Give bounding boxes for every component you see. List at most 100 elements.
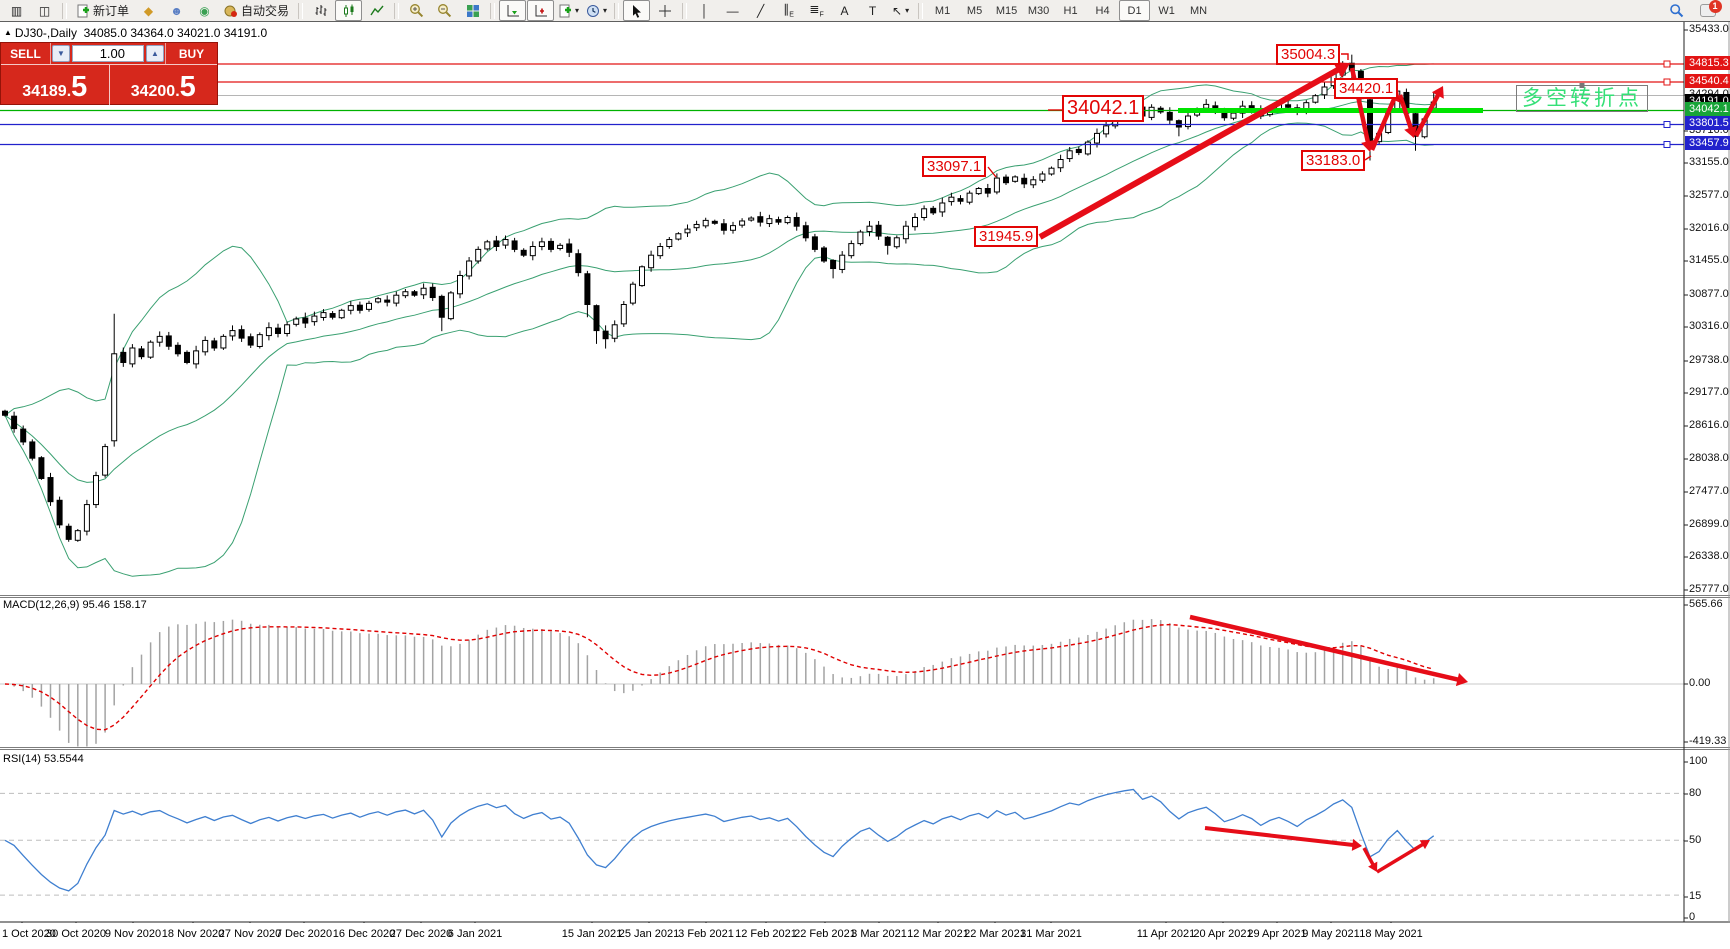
trend-arrow[interactable] [1414,92,1441,138]
cursor-button[interactable] [623,0,651,21]
notifications-button[interactable]: 1 [1694,0,1722,21]
new-order-icon [77,4,89,17]
sell-price-main: 34189. [22,83,72,100]
date-label: 27 Dec 2020 [389,928,453,940]
date-label: 27 Nov 2020 [218,928,282,940]
price-tag[interactable]: 33097.1 [922,156,987,178]
timeframe-h1[interactable]: H1 [1063,4,1078,17]
price-tick-label: 26899.0 [1689,518,1729,530]
main-pane[interactable] [0,54,1684,577]
candlestick-series[interactable] [2,54,1437,542]
volume-input[interactable]: 1.00 [72,45,144,62]
trend-arrow-head [1431,86,1444,99]
buy-price[interactable]: 34200. 5 [110,65,218,105]
autotrading-button[interactable]: 自动交易 [219,0,294,21]
new-order-button[interactable]: 新订单 [71,0,134,21]
date-label: 1 Oct 2020 [2,928,56,940]
macd-pane[interactable] [0,619,1684,747]
price-tag[interactable]: 34420.1 [1334,78,1399,100]
macd-tick-label: 0.00 [1689,677,1711,689]
channel-button[interactable]: ∥E [775,0,802,21]
timeframe-mn[interactable]: MN [1190,4,1208,17]
price-axis[interactable]: 35433.034294.033716.033155.032577.032016… [1685,22,1730,923]
trend-arrow[interactable] [1397,94,1414,131]
community-button[interactable]: ☻ [163,0,190,21]
zoom-out-button[interactable] [431,0,458,21]
date-label: 3 Mar 2021 [851,928,907,940]
buy-price-main: 34200. [130,83,180,100]
arrows-tool-button[interactable]: ↖ ▾ [887,0,914,21]
price-tag[interactable]: 31945.9 [974,226,1039,248]
cn-annotation[interactable]: 多空转折点 [1516,83,1648,113]
periods-button[interactable]: ▾ [583,0,610,21]
trend-arrow[interactable] [1369,97,1397,151]
indicators-button[interactable]: ▾ [555,0,582,21]
line-chart-button[interactable] [363,0,390,21]
horizontal-line-button[interactable]: ― [719,0,746,21]
date-label: 12 Feb 2021 [735,928,797,940]
fibonacci-icon: ≣F [809,1,824,19]
timeframe-w1[interactable]: W1 [1158,4,1175,17]
volume-increase-button[interactable]: ▲ [146,45,164,62]
signals-button[interactable]: ◉ [191,0,218,21]
date-label: 18 May 2021 [1359,928,1423,940]
candlestick-chart-button[interactable] [335,0,363,21]
price-label-34540.4: 34540.4 [1685,74,1730,88]
collapse-marker-icon[interactable]: ▲ [4,28,12,37]
timeframe-d1[interactable]: D1 [1119,0,1151,21]
search-button[interactable] [1663,0,1690,21]
auto-scroll-icon [507,4,519,16]
price-tag[interactable]: 34042.1 [1062,95,1145,122]
fibonacci-button[interactable]: ≣F [803,0,830,21]
trend-arrow[interactable] [1204,826,1355,848]
rsi-pane[interactable] [0,788,1684,896]
trend-arrow[interactable] [1038,66,1341,240]
price-tag[interactable]: 35004.3 [1276,44,1341,66]
vertical-line-button[interactable]: │ [691,0,718,21]
timeframe-m1[interactable]: M1 [934,4,951,17]
trend-arrow[interactable] [1376,842,1425,874]
new-order-label: 新订单 [93,4,130,18]
thick-green-trendline[interactable] [1178,108,1483,113]
annotation-objects[interactable] [987,53,1671,874]
rsi-line [4,788,1435,892]
date-label: 16 Dec 2020 [332,928,396,940]
text-label-button[interactable]: T [859,0,886,21]
toolbar-separator [298,2,304,19]
trend-arrow[interactable] [1189,614,1460,683]
window-icon: ▥ [10,3,23,18]
timeframe-m15[interactable]: M15 [995,4,1018,17]
time-axis[interactable]: 1 Oct 2020 30 Oct 2020 9 Nov 2020 18 Nov 20… [0,923,1730,949]
price-tick-label: 32577.0 [1689,189,1729,201]
signal-icon: ◉ [199,3,210,18]
autotrading-label: 自动交易 [241,4,290,18]
candlestick-chart-icon [343,4,354,17]
bollinger-lower [4,122,1434,577]
volume-decrease-button[interactable]: ▼ [52,45,70,62]
text-button[interactable]: A [831,0,858,21]
bar-chart-button[interactable] [307,0,334,21]
selection-anchor [1579,83,1585,88]
timeframe-h4[interactable]: H4 [1095,4,1110,17]
gold-diamond-icon: ◆ [143,3,154,18]
sell-price[interactable]: 34189. 5 [1,65,110,105]
chart-shift-button[interactable] [527,0,555,21]
trendline-button[interactable]: ╱ [747,0,774,21]
sell-button[interactable]: SELL [1,43,51,64]
price-tag[interactable]: 33183.0 [1301,150,1366,172]
date-label: 18 Nov 2020 [161,928,225,940]
trend-arrow[interactable] [1362,847,1376,867]
crosshair-button[interactable] [651,0,678,21]
tile-windows-button[interactable] [459,0,486,21]
data-window-button[interactable]: ◫ [31,0,58,21]
auto-scroll-button[interactable] [499,0,527,21]
window-menu-button[interactable]: ▥ [3,0,30,21]
buy-button[interactable]: BUY [165,43,217,64]
timeframe-m30[interactable]: M30 [1027,4,1050,17]
rsi-tick-label: 0 [1689,911,1696,923]
zoom-in-button[interactable] [403,0,430,21]
price-tick-label: 35433.0 [1689,23,1729,35]
market-depth-button[interactable]: ◆ [135,0,162,21]
timeframe-m5[interactable]: M5 [966,4,983,17]
